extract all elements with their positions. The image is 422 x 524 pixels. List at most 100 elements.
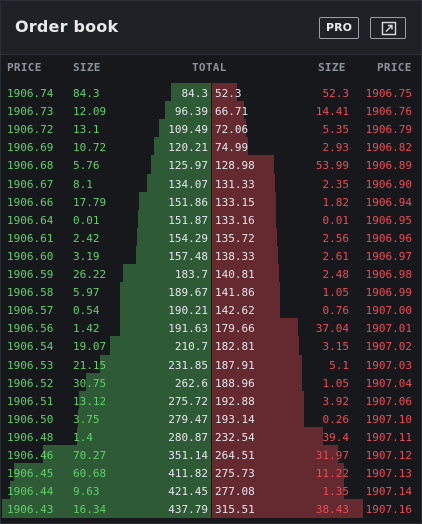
bid-depth-bar — [158, 119, 211, 138]
order-book-row[interactable]: 1906.51 13.12 275.72 192.88 3.92 1907.06 — [1, 393, 421, 410]
ask-total-cell: 135.72 — [215, 231, 255, 245]
order-book-row[interactable]: 1906.60 3.19 157.48 138.33 2.61 1906.97 — [1, 248, 421, 265]
bid-total-cell: 351.14 — [168, 449, 208, 462]
bid-total-cell: 134.07 — [168, 177, 208, 191]
bid-depth-bar — [100, 354, 211, 374]
bid-size-cell: 9.63 — [73, 485, 100, 499]
ask-price-cell: 1906.89 — [365, 159, 412, 173]
order-book-row[interactable]: 1906.44 9.63 421.45 277.08 1.35 1907.14 — [1, 483, 421, 500]
ask-price-cell: 1906.95 — [365, 213, 412, 227]
popout-button[interactable] — [370, 17, 406, 39]
ask-depth-bar — [212, 173, 275, 193]
bid-size-cell: 1.4 — [73, 430, 93, 444]
order-book-row[interactable]: 1906.61 2.42 154.29 135.72 2.56 1906.96 — [1, 230, 421, 247]
ask-total-cell: 264.51 — [215, 449, 255, 462]
bid-total-cell: 154.29 — [168, 231, 208, 245]
order-book-row[interactable]: 1906.59 26.22 183.7 140.81 2.48 1906.98 — [1, 266, 421, 283]
ask-depth-bar — [212, 426, 323, 446]
bid-depth-bar — [43, 445, 211, 464]
ask-total-cell: 66.71 — [215, 105, 249, 119]
order-book-row[interactable]: 1906.68 5.76 125.97 128.98 53.99 1906.89 — [1, 157, 421, 174]
bid-total-cell: 120.21 — [168, 141, 208, 155]
order-book-row[interactable]: 1906.48 1.4 280.87 232.54 39.4 1907.11 — [1, 429, 421, 446]
bid-depth-bar — [9, 481, 211, 500]
bid-size-cell: 26.22 — [73, 268, 107, 281]
panel-title: Order book — [15, 17, 119, 36]
ask-price-cell: 1906.98 — [365, 268, 412, 281]
ask-depth-bar — [212, 101, 244, 120]
ask-price-cell: 1906.90 — [365, 177, 412, 191]
ask-total-cell: 140.81 — [215, 268, 255, 281]
bid-price-cell: 1906.43 — [7, 503, 54, 517]
order-book-row[interactable]: 1906.53 21.15 231.85 187.91 5.1 1907.03 — [1, 357, 421, 374]
ask-price-cell: 1907.04 — [365, 376, 412, 390]
ask-price-cell: 1906.96 — [365, 231, 412, 245]
order-book-row[interactable]: 1906.72 13.1 109.49 72.06 5.35 1906.79 — [1, 121, 421, 138]
bid-size-cell: 5.97 — [73, 286, 100, 300]
order-book-row[interactable]: 1906.66 17.79 151.86 133.15 1.82 1906.94 — [1, 194, 421, 211]
bid-total-cell: 157.48 — [168, 249, 208, 263]
ask-size-cell: 2.48 — [322, 268, 350, 281]
order-book-row[interactable]: 1906.54 19.07 210.7 182.81 3.15 1907.02 — [1, 338, 421, 355]
ask-price-cell: 1906.82 — [365, 141, 412, 155]
bid-depth-bar — [77, 408, 211, 428]
ask-size-cell: 39.4 — [322, 430, 350, 444]
ask-total-cell: 187.91 — [215, 358, 255, 372]
pro-button[interactable]: PRO — [319, 17, 359, 39]
order-book-row[interactable]: 1906.46 70.27 351.14 264.51 31.97 1907.12 — [1, 447, 421, 464]
bid-size-cell: 13.1 — [73, 123, 100, 137]
bid-size-cell: 21.15 — [73, 358, 107, 372]
bid-price-cell: 1906.69 — [7, 141, 54, 155]
ask-depth-bar — [212, 209, 276, 229]
ask-price-cell: 1907.03 — [365, 358, 412, 372]
bid-total-cell: 437.79 — [168, 503, 208, 517]
ask-size-cell: 1.05 — [322, 286, 350, 300]
bid-price-cell: 1906.64 — [7, 213, 54, 227]
ask-size-cell: 37.04 — [315, 322, 349, 336]
order-book-row[interactable]: 1906.50 3.75 279.47 193.14 0.26 1907.10 — [1, 411, 421, 428]
order-book-row[interactable]: 1906.58 5.97 189.67 141.86 1.05 1906.99 — [1, 284, 421, 301]
order-book-row[interactable]: 1906.56 1.42 191.63 179.66 37.04 1907.01 — [1, 320, 421, 337]
ask-depth-bar — [212, 264, 280, 283]
ask-price-cell: 1906.75 — [365, 87, 412, 100]
order-book-row[interactable]: 1906.45 60.68 411.82 275.73 11.22 1907.13 — [1, 465, 421, 482]
ask-size-cell: 2.61 — [322, 249, 350, 263]
ask-depth-bar — [212, 191, 276, 211]
order-book-row[interactable]: 1906.57 0.54 190.21 142.62 0.76 1907.00 — [1, 302, 421, 319]
ask-size-cell: 0.26 — [322, 412, 350, 426]
ask-total-cell: 193.14 — [215, 412, 255, 426]
order-book-row[interactable]: 1906.43 16.34 437.79 315.51 38.43 1907.16 — [1, 501, 421, 518]
ask-total-cell: 52.3 — [215, 87, 242, 100]
bid-depth-bar — [146, 173, 211, 193]
bid-total-cell: 411.82 — [168, 467, 208, 481]
bid-price-cell: 1906.53 — [7, 358, 54, 372]
ask-price-cell: 1907.16 — [365, 503, 412, 517]
ask-size-cell: 52.3 — [322, 87, 350, 100]
order-book-row[interactable]: 1906.74 84.3 84.3 52.3 52.3 1906.75 — [1, 85, 421, 102]
ask-size-cell: 2.35 — [322, 177, 350, 191]
bid-total-cell: 151.86 — [168, 195, 208, 209]
ask-size-cell: 3.15 — [322, 340, 350, 354]
ask-price-cell: 1907.01 — [365, 322, 412, 336]
ask-depth-bar — [212, 137, 248, 156]
order-book-row[interactable]: 1906.64 0.01 151.87 133.16 0.01 1906.95 — [1, 212, 421, 229]
ask-depth-bar — [212, 155, 274, 175]
order-book-row[interactable]: 1906.67 8.1 134.07 131.33 2.35 1906.90 — [1, 176, 421, 193]
bid-size-cell: 13.12 — [73, 394, 107, 408]
ask-price-cell: 1907.06 — [365, 394, 412, 408]
column-headers: PRICE SIZE TOTAL SIZE PRICE — [1, 61, 421, 77]
bid-price-cell: 1906.54 — [7, 340, 54, 354]
ask-total-cell: 179.66 — [215, 322, 255, 336]
ask-total-cell: 277.08 — [215, 485, 255, 499]
bid-total-cell: 210.7 — [174, 340, 208, 354]
order-book-row[interactable]: 1906.69 10.72 120.21 74.99 2.93 1906.82 — [1, 139, 421, 156]
bid-size-cell: 3.75 — [73, 412, 100, 426]
ask-size-cell: 2.93 — [322, 141, 350, 155]
order-book-row[interactable]: 1906.73 12.09 96.39 66.71 14.41 1906.76 — [1, 103, 421, 120]
order-book-row[interactable]: 1906.52 30.75 262.6 188.96 1.05 1907.04 — [1, 375, 421, 392]
ask-size-cell: 5.1 — [329, 358, 349, 372]
ask-price-cell: 1906.79 — [365, 123, 412, 137]
bid-size-cell: 5.76 — [73, 159, 100, 173]
ask-total-cell: 188.96 — [215, 376, 255, 390]
bid-total-cell: 190.21 — [168, 304, 208, 318]
